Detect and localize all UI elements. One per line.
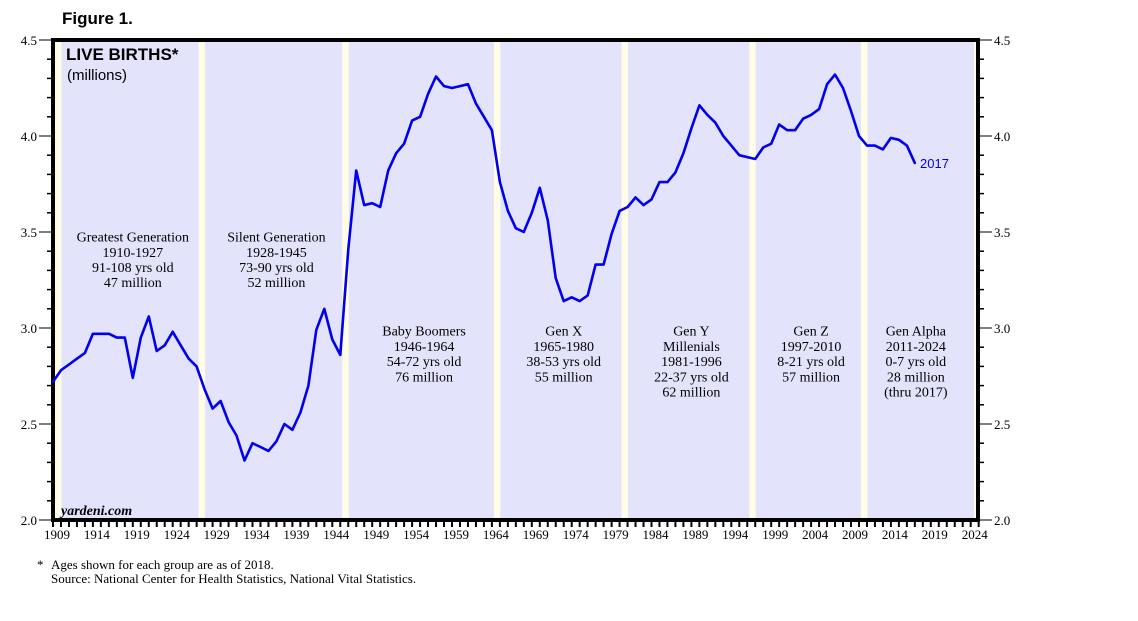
generation-label-line: 55 million: [535, 370, 593, 385]
y-tick-label-right: 3.0: [994, 321, 1010, 336]
x-tick-label: 1969: [523, 527, 549, 542]
end-label-2017: 2017: [920, 156, 949, 171]
x-tick-label: 1989: [682, 527, 708, 542]
chart-title: LIVE BIRTHS*: [66, 45, 179, 64]
band-baby-boomers: [348, 40, 494, 520]
x-tick-label: 2004: [802, 527, 829, 542]
x-tick-label: 1944: [323, 527, 350, 542]
y-tick-label-right: 4.0: [994, 129, 1010, 144]
generation-label-line: 1981-1996: [661, 355, 722, 370]
generation-label-line: 38-53 yrs old: [526, 355, 601, 370]
band-gen-alpha: [867, 40, 974, 520]
generation-label-line: 52 million: [247, 276, 305, 291]
generation-label-line: Silent Generation: [227, 231, 325, 246]
x-tick-label: 2024: [962, 527, 989, 542]
generation-label-line: 57 million: [782, 370, 840, 385]
x-tick-label: 1934: [244, 527, 271, 542]
generation-label-line: 76 million: [395, 370, 453, 385]
watermark: yardeni.com: [59, 504, 132, 519]
generation-label-line: 1965-1980: [533, 340, 594, 355]
generation-label-line: 2011-2024: [886, 340, 946, 355]
generation-label-line: Greatest Generation: [77, 231, 189, 246]
band-gen-z: [755, 40, 861, 520]
band-silent-generation: [205, 40, 343, 520]
series: [51, 73, 917, 462]
y-tick-label-left: 3.0: [21, 321, 37, 336]
x-tick-label: 1994: [722, 527, 749, 542]
generation-label-line: 47 million: [104, 276, 162, 291]
footnote-ages-note: Ages shown for each group are as of 2018…: [51, 557, 274, 572]
y-axis-left: 2.0 2.5 3.0 3.5 4.0 4.5: [21, 33, 53, 528]
x-tick-label: 1929: [204, 527, 230, 542]
generation-label-line: 8-21 yrs old: [777, 355, 845, 370]
y-tick-label-right: 2.5: [994, 417, 1010, 432]
x-tick-label: 1999: [762, 527, 788, 542]
x-tick-label: 1949: [363, 527, 389, 542]
x-tick-label: 1959: [443, 527, 469, 542]
generation-label-line: Gen Y: [673, 325, 709, 340]
generation-label-line: 1928-1945: [246, 246, 307, 261]
footnote: * Ages shown for each group are as of 201…: [37, 558, 416, 586]
x-tick-label: 2019: [922, 527, 948, 542]
y-tick-label-left: 2.0: [21, 513, 37, 528]
generation-label-line: 1946-1964: [394, 340, 455, 355]
figure-label: Figure 1.: [62, 9, 133, 28]
x-tick-label: 1964: [483, 527, 510, 542]
x-tick-label: 1979: [603, 527, 629, 542]
generation-label-line: Baby Boomers: [382, 325, 466, 340]
generation-label-line: 73-90 yrs old: [239, 261, 314, 276]
y-tick-label-left: 2.5: [21, 417, 37, 432]
x-tick-label: 1984: [643, 527, 670, 542]
generation-label-line: 0-7 yrs old: [885, 355, 946, 370]
births-line: [51, 73, 917, 462]
band-gen-x: [500, 40, 622, 520]
y-tick-label-left: 4.0: [21, 129, 37, 144]
generation-label-line: 91-108 yrs old: [92, 261, 174, 276]
x-tick-label: 1919: [124, 527, 150, 542]
y-axis-right: 2.0 2.5 3.0 3.5 4.0 4.5: [978, 33, 1010, 528]
generation-label-line: Millenials: [663, 340, 720, 355]
footnote-marker: *: [37, 557, 44, 572]
x-tick-label: 2014: [882, 527, 909, 542]
footnote-source: Source: National Center for Health Stati…: [51, 571, 417, 586]
x-tick-label: 1909: [44, 527, 70, 542]
generation-label-line: Gen X: [545, 325, 582, 340]
generation-label-line: (thru 2017): [884, 385, 948, 400]
y-tick-label-right: 4.5: [994, 33, 1010, 48]
x-tick-label: 1924: [164, 527, 191, 542]
y-tick-label-right: 3.5: [994, 225, 1010, 240]
y-tick-label-left: 3.5: [21, 225, 37, 240]
x-axis: 1909 1914 1919 1924 1929 1934 1939 1944 1949 1954…: [44, 520, 988, 542]
generation-label-line: 22-37 yrs old: [654, 370, 729, 385]
band-gen-y: [628, 40, 750, 520]
generation-label-line: Gen Alpha: [886, 325, 947, 340]
generation-label-line: 28 million: [887, 370, 945, 385]
x-tick-label: 1974: [563, 527, 590, 542]
x-tick-label: 1939: [283, 527, 309, 542]
generation-bands: [53, 40, 978, 520]
x-tick-label: 1954: [403, 527, 430, 542]
y-tick-label-left: 4.5: [21, 33, 37, 48]
generation-label-line: Gen Z: [793, 325, 828, 340]
band-greatest-generation: [61, 40, 199, 520]
generation-label-line: 1997-2010: [781, 340, 842, 355]
generation-label-line: 54-72 yrs old: [387, 355, 462, 370]
chart-subtitle: (millions): [67, 67, 127, 84]
y-tick-label-right: 2.0: [994, 513, 1010, 528]
x-tick-label: 2009: [842, 527, 868, 542]
x-tick-label: 1914: [84, 527, 111, 542]
generation-label-line: 1910-1927: [102, 246, 163, 261]
generation-label-line: 62 million: [662, 385, 720, 400]
